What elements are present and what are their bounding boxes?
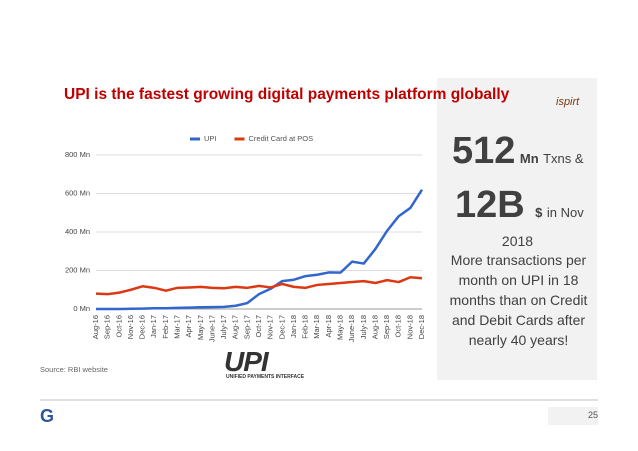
stat-2: 12B $ in Nov <box>455 184 584 227</box>
upi-logo: UPI <box>224 346 269 377</box>
y-tick-label: 800 Mn <box>65 150 90 159</box>
x-tick-label: Mar-17 <box>172 315 181 339</box>
y-tick-label: 0 Mn <box>73 304 90 313</box>
x-tick-label: Nov-16 <box>126 315 135 339</box>
x-tick-label: Jan-17 <box>149 315 158 338</box>
x-tick-label: Oct-16 <box>114 315 123 338</box>
legend-label: Credit Card at POS <box>249 134 314 143</box>
page-box <box>548 407 598 425</box>
side-panel <box>437 78 597 380</box>
x-tick-label: June-17 <box>207 315 216 342</box>
x-tick-label: Feb-17 <box>161 315 170 339</box>
stat-year: 2018 <box>501 233 534 249</box>
panel-text: More transactions per month on UPI in 18… <box>449 252 588 348</box>
stat-text: in Nov <box>546 205 584 220</box>
x-tick-label: Aug-16 <box>91 315 100 339</box>
page-number: 25 <box>587 410 598 420</box>
x-tick-label: Dec-17 <box>277 315 286 339</box>
stat-big: 12B <box>455 184 525 226</box>
x-tick-label: Mar-18 <box>312 315 321 339</box>
x-tick-label: May-18 <box>335 315 344 340</box>
x-tick-label: Dec-18 <box>417 315 426 339</box>
x-tick-label: May-17 <box>196 315 205 340</box>
x-tick-label: Aug-18 <box>370 315 379 339</box>
x-tick-label: Apr-18 <box>324 315 333 338</box>
footer-logo: G <box>40 406 55 426</box>
x-tick-label: Feb-18 <box>301 315 310 339</box>
series-line <box>96 188 424 311</box>
legend-label: UPI <box>204 134 217 143</box>
x-tick-label: Oct-17 <box>254 315 263 338</box>
x-tick-label: July-17 <box>219 315 228 339</box>
x-tick-label: Apr-17 <box>184 315 193 338</box>
stat-unit: $ <box>535 205 543 220</box>
y-tick-label: 400 Mn <box>65 227 90 236</box>
upi-subtitle: UNIFIED PAYMENTS INTERFACE <box>226 374 305 380</box>
stat-big: 512 <box>452 130 516 172</box>
x-tick-label: Jan-18 <box>289 315 298 338</box>
logo: ispirt <box>556 96 580 108</box>
x-tick-label: Aug-17 <box>231 315 240 339</box>
y-tick-label: 200 Mn <box>65 265 90 274</box>
x-tick-label: Sep-18 <box>382 315 391 339</box>
x-tick-label: Sep-17 <box>242 315 251 339</box>
x-tick-label: Nov-18 <box>405 315 414 339</box>
x-tick-label: Oct-18 <box>394 315 403 338</box>
x-tick-label: Sep-16 <box>103 315 112 339</box>
stat-unit: Mn <box>519 151 539 166</box>
x-tick-label: Dec-16 <box>138 315 147 339</box>
x-tick-label: July-18 <box>359 315 368 339</box>
source: Source: RBI website <box>40 365 108 374</box>
x-tick-label: Nov-17 <box>266 315 275 339</box>
slide-title: UPI is the fastest growing digital payme… <box>64 86 510 103</box>
stat-text: Txns & <box>543 151 584 166</box>
stat-1: 512 Mn Txns & <box>452 130 584 173</box>
x-tick-label: June-18 <box>347 315 356 342</box>
y-tick-label: 600 Mn <box>65 188 90 197</box>
series-line <box>95 275 423 296</box>
